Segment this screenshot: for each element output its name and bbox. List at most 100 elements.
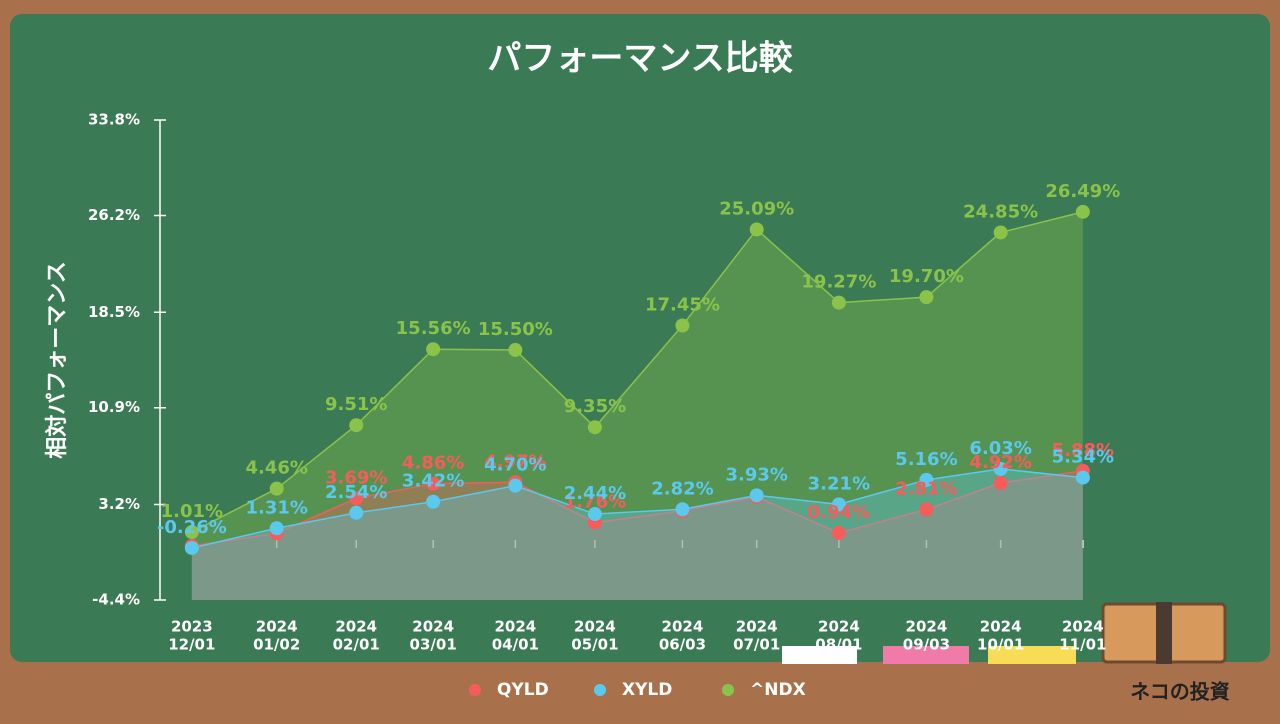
marker (675, 502, 690, 517)
series-area (191, 470, 1083, 600)
chalk-pink (883, 646, 969, 664)
legend-marker (594, 684, 606, 696)
marker (1075, 204, 1090, 219)
data-label: 17.45% (645, 294, 720, 315)
x-tick-label: 2024 (736, 618, 778, 636)
x-tick-label: 03/01 (410, 636, 457, 654)
series-line (191, 468, 1083, 549)
y-axis-label: 相対パフォーマンス (45, 261, 70, 459)
marker (349, 491, 364, 506)
x-tick-label: 08/01 (815, 636, 862, 654)
data-label: 24.85% (963, 201, 1038, 222)
x-tick-label: 2024 (256, 618, 298, 636)
x-tick-label: 2023 (171, 618, 213, 636)
marker (426, 342, 441, 357)
x-tick-label: 2024 (335, 618, 377, 636)
data-label: 19.70% (889, 266, 964, 287)
chalk-white (782, 646, 857, 664)
data-label: 2.82% (651, 478, 713, 499)
data-label: 1.31% (245, 497, 307, 518)
y-tick-label: 33.8% (88, 111, 140, 129)
eraser-band (1156, 602, 1172, 664)
chart-title: パフォーマンス比較 (487, 39, 793, 79)
marker (993, 461, 1008, 476)
data-label: 15.50% (478, 319, 553, 340)
board (10, 14, 1270, 662)
y-tick-label: 3.2% (98, 495, 140, 513)
data-label: 5.16% (895, 449, 957, 470)
data-label: 1.01% (161, 501, 223, 522)
marker (269, 481, 284, 496)
x-tick-label: 11/01 (1059, 636, 1106, 654)
x-tick-label: 09/03 (903, 636, 950, 654)
x-tick-label: 12/01 (168, 636, 215, 654)
marker (831, 295, 846, 310)
x-tick-label: 2024 (574, 618, 616, 636)
marker (184, 525, 199, 540)
marker (831, 525, 846, 540)
logo: ネコの投資 (1130, 680, 1230, 704)
marker (426, 476, 441, 491)
x-tick-label: 05/01 (571, 636, 618, 654)
data-label: 0.94% (808, 502, 870, 523)
marker (749, 222, 764, 237)
data-label: 4.86% (402, 453, 464, 474)
y-tick-label: 10.9% (88, 398, 140, 416)
data-label: 4.46% (245, 458, 307, 479)
marker (587, 420, 602, 435)
chalk-yellow (988, 646, 1076, 664)
x-tick-label: 07/01 (733, 636, 780, 654)
y-tick-label: 18.5% (88, 303, 140, 321)
x-tick-label: 02/01 (333, 636, 380, 654)
marker (1075, 470, 1090, 485)
legend-label: QYLD (497, 680, 549, 700)
marker (269, 521, 284, 536)
legend-marker (469, 684, 481, 696)
x-tick-label: 2024 (980, 618, 1022, 636)
marker (919, 472, 934, 487)
data-label: 19.27% (801, 272, 876, 293)
marker (349, 505, 364, 520)
marker (426, 494, 441, 509)
data-label: 4.97% (484, 451, 546, 472)
data-label: 15.56% (396, 318, 471, 339)
marker (919, 290, 934, 305)
data-label: 26.49% (1045, 181, 1120, 202)
marker (587, 507, 602, 522)
x-tick-label: 10/01 (977, 636, 1024, 654)
data-label: 9.35% (564, 396, 626, 417)
marker (831, 497, 846, 512)
data-label: 3.21% (808, 473, 870, 494)
marker (919, 502, 934, 517)
data-label: 6.03% (969, 438, 1031, 459)
marker (675, 318, 690, 333)
x-tick-label: 2024 (412, 618, 454, 636)
marker (993, 225, 1008, 240)
x-tick-label: 04/01 (492, 636, 539, 654)
x-tick-label: 2024 (662, 618, 704, 636)
data-label: 4.92% (969, 452, 1031, 473)
marker (184, 540, 199, 555)
legend-marker (722, 684, 734, 696)
marker (993, 475, 1008, 490)
series-area (191, 211, 1083, 601)
x-tick-label: 2024 (906, 618, 948, 636)
x-tick-label: 2024 (1062, 618, 1104, 636)
marker (349, 418, 364, 433)
data-label: 2.81% (895, 478, 957, 499)
marker (508, 342, 523, 357)
data-label: 5.88% (1052, 440, 1114, 461)
data-label: 2.44% (564, 483, 626, 504)
data-label: 3.93% (725, 464, 787, 485)
y-tick-label: -4.4% (92, 591, 140, 609)
legend-label: XYLD (622, 680, 672, 700)
marker (508, 478, 523, 493)
data-label: 3.69% (325, 467, 387, 488)
series-area (191, 468, 1083, 600)
data-label: 1.76% (564, 492, 626, 513)
x-tick-label: 06/03 (659, 636, 706, 654)
y-tick-label: 26.2% (88, 206, 140, 224)
data-label: 25.09% (719, 198, 794, 219)
data-label: -0.26% (157, 517, 227, 538)
